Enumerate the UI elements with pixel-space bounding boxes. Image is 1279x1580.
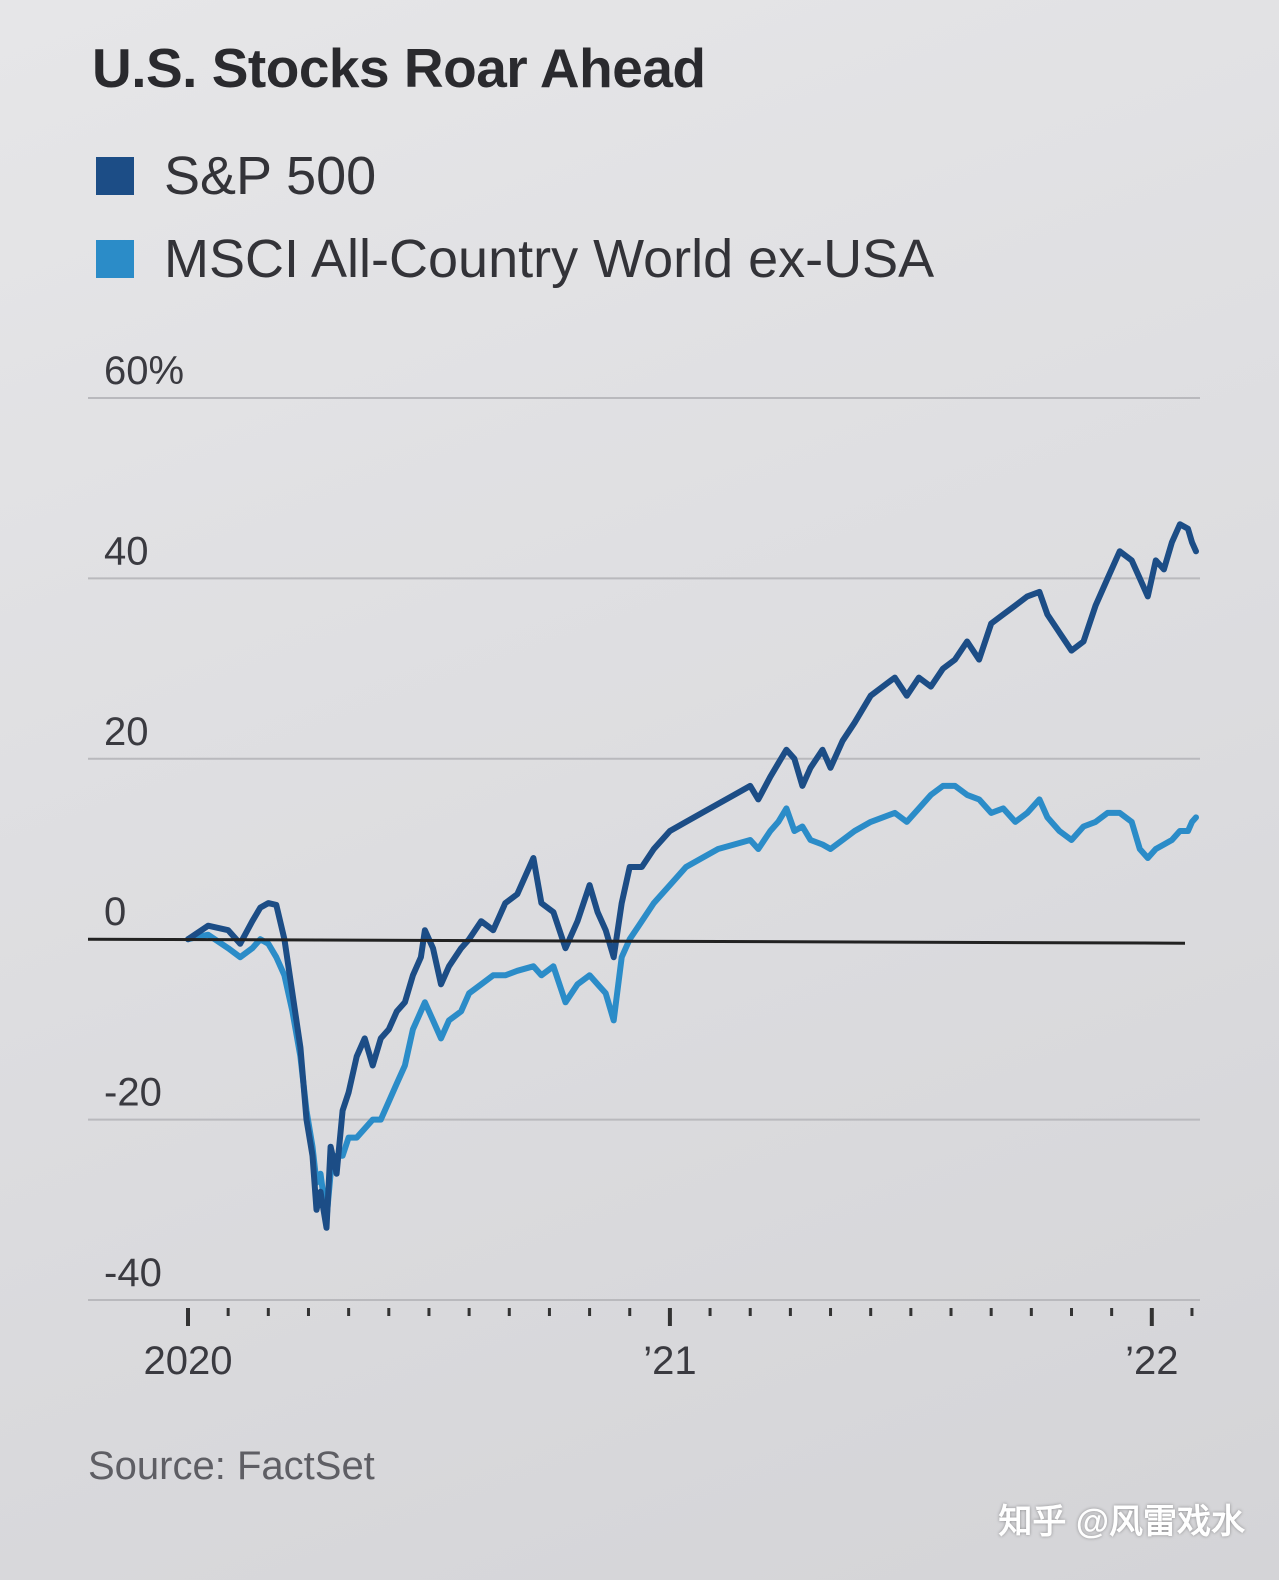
line-chart: 60% 40 20 0 -20 -40 2020 ’21 ’22 [87,349,1200,1383]
legend-item-msci: MSCI All-Country World ex-USA [96,228,934,290]
zero-baseline [87,937,1186,945]
y-tick-label: 20 [104,710,149,754]
y-tick-label: -40 [104,1251,162,1295]
legend-label-sp500: S&P 500 [164,146,377,206]
source-note: Source: FactSet [88,1444,375,1488]
x-tick-label: ’22 [1125,1339,1178,1383]
y-tick-label: 0 [104,890,126,934]
legend-swatch-sp500 [96,157,134,195]
x-tick-label: 2020 [144,1339,233,1383]
watermark: 知乎 @风雷戏水 [998,1503,1245,1541]
legend-item-sp500: S&P 500 [96,145,376,207]
x-tick-label: ’21 [643,1339,696,1383]
chart-title: U.S. Stocks Roar Ahead [92,37,706,99]
y-tick-label: 60% [104,349,184,393]
legend-label-msci: MSCI All-Country World ex-USA [164,229,935,289]
y-tick-label: -20 [104,1071,162,1115]
legend-swatch-msci [96,240,134,278]
series-line-sp500 [185,521,1199,1231]
y-tick-label: 40 [104,529,149,573]
